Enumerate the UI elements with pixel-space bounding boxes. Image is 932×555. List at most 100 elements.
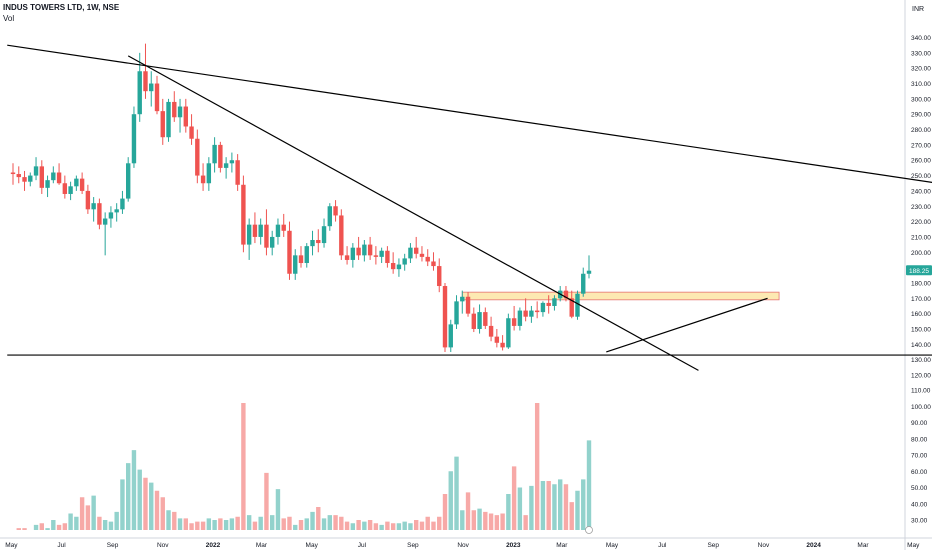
candle-body — [275, 224, 281, 237]
price-tick-label: 150.00 — [911, 326, 931, 333]
volume-indicator-label[interactable]: Vol — [3, 14, 15, 23]
volume-bar — [437, 516, 442, 530]
candle-body — [154, 83, 160, 112]
candle-body — [62, 183, 68, 194]
volume-bar — [356, 520, 361, 530]
volume-bar — [298, 520, 304, 530]
candle-body — [304, 246, 309, 264]
candle-body — [471, 313, 476, 329]
volume-bar — [460, 510, 465, 530]
volume-bar — [143, 477, 148, 530]
volume-bar — [45, 528, 50, 530]
candle-body — [293, 255, 298, 274]
volume-bar — [218, 518, 223, 530]
time-axis-label: Mar — [256, 542, 268, 549]
time-axis-label: Sep — [407, 542, 419, 549]
last-price-badge — [906, 265, 932, 276]
candle-body — [448, 324, 453, 348]
price-tick-label: 330.00 — [911, 50, 931, 57]
volume-bar — [97, 516, 102, 530]
volume-bar — [523, 515, 528, 530]
volume-bar — [126, 463, 131, 530]
candle-body — [540, 302, 546, 313]
candle-body — [488, 325, 494, 337]
volume-bar — [229, 518, 235, 530]
volume-bar — [246, 515, 252, 530]
candle-body — [483, 312, 488, 326]
volume-bar — [160, 497, 165, 530]
volume-bar — [212, 520, 217, 530]
candle-body — [344, 255, 350, 260]
price-tick-label: 220.00 — [911, 219, 931, 226]
volume-bar — [506, 494, 511, 530]
candle-body — [523, 310, 528, 317]
price-tick-label: 240.00 — [911, 188, 931, 195]
time-axis-label: 2022 — [206, 542, 221, 549]
candle-body — [298, 255, 304, 264]
price-tick-label: 140.00 — [911, 342, 931, 349]
candle-body — [258, 224, 263, 237]
time-axis-label: Sep — [707, 542, 719, 549]
volume-bar — [223, 520, 229, 530]
price-tick-label: 310.00 — [911, 81, 931, 88]
candle-body — [454, 301, 459, 325]
volume-bar — [517, 487, 523, 530]
time-axis-label: 2023 — [506, 542, 521, 549]
candle-body — [367, 244, 373, 256]
volume-bar — [575, 490, 580, 530]
volume-bar — [39, 523, 44, 530]
candle-body — [339, 215, 344, 256]
volume-bar — [344, 521, 350, 530]
volume-bar — [431, 521, 436, 530]
volume-bar — [488, 513, 494, 530]
volume-bar — [465, 492, 471, 530]
time-axis-label: Mar — [857, 542, 869, 549]
candle-body — [10, 172, 16, 175]
volume-bar — [511, 466, 517, 530]
candle-body — [437, 266, 442, 287]
candle-body — [218, 144, 223, 168]
price-tick-label: 230.00 — [911, 204, 931, 211]
candle-body — [149, 83, 154, 92]
time-axis-label: Mar — [556, 542, 568, 549]
volume-bar — [51, 520, 56, 530]
candle-body — [56, 172, 62, 184]
volume-bar — [454, 456, 459, 530]
volume-tick-label: 60.00 — [911, 469, 928, 476]
symbol-title[interactable]: INDUS TOWERS LTD, 1W, NSE — [3, 3, 120, 12]
candle-body — [160, 111, 165, 138]
candle-body — [506, 318, 511, 348]
price-tick-label: 260.00 — [911, 158, 931, 165]
volume-bar — [264, 472, 269, 530]
time-axis-label: Jul — [658, 542, 667, 549]
volume-bar — [304, 518, 309, 530]
price-tick-label: 250.00 — [911, 173, 931, 180]
candle-body — [316, 240, 321, 244]
price-tick-label: 180.00 — [911, 280, 931, 287]
volume-bar — [189, 523, 194, 530]
volume-bar — [154, 490, 160, 530]
volume-bar — [367, 520, 373, 530]
volume-bar — [108, 521, 114, 530]
volume-bar — [91, 495, 96, 530]
candle-body — [28, 175, 33, 182]
candle-body — [206, 163, 212, 184]
candle-body — [229, 160, 235, 164]
volume-bar — [581, 479, 586, 530]
time-axis-label: May — [907, 542, 920, 549]
volume-tick-label: 70.00 — [911, 453, 928, 460]
volume-bar — [442, 494, 448, 530]
price-tick-label: 320.00 — [911, 66, 931, 73]
volume-bar — [252, 521, 258, 530]
price-tick-label: 200.00 — [911, 250, 931, 257]
candle-body — [172, 101, 177, 118]
price-tick-label: 340.00 — [911, 35, 931, 42]
candle-body — [120, 198, 125, 210]
time-axis-label: Jul — [57, 542, 66, 549]
candle-body — [575, 293, 580, 317]
volume-bar — [62, 523, 68, 530]
candle-body — [419, 253, 425, 257]
volume-bar — [471, 510, 476, 530]
